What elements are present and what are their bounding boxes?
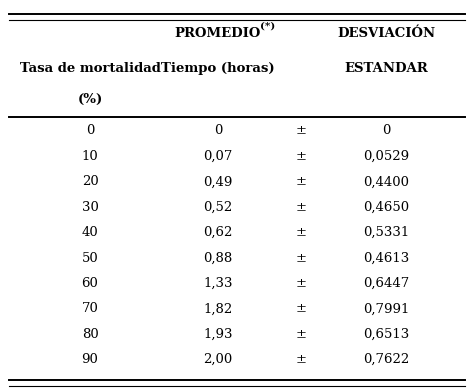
Text: 1,33: 1,33 [203, 277, 233, 290]
Text: ±: ± [295, 226, 307, 239]
Text: 0,07: 0,07 [203, 150, 233, 163]
Text: ±: ± [295, 175, 307, 188]
Text: 0,4400: 0,4400 [363, 175, 410, 188]
Text: (%): (%) [77, 93, 103, 106]
Text: 40: 40 [82, 226, 99, 239]
Text: ±: ± [295, 353, 307, 366]
Text: 0,49: 0,49 [203, 175, 233, 188]
Text: 0,7622: 0,7622 [363, 353, 410, 366]
Text: 0,52: 0,52 [203, 201, 233, 214]
Text: 0,4650: 0,4650 [363, 201, 410, 214]
Text: Tiempo (horas): Tiempo (horas) [161, 62, 275, 75]
Text: Tasa de mortalidad: Tasa de mortalidad [19, 62, 161, 75]
Text: 50: 50 [82, 251, 99, 265]
Text: ±: ± [295, 150, 307, 163]
Text: 30: 30 [82, 201, 99, 214]
Text: 90: 90 [82, 353, 99, 366]
Text: (*): (*) [260, 22, 275, 31]
Text: 0,4613: 0,4613 [363, 251, 410, 265]
Text: 80: 80 [82, 328, 99, 341]
Text: ±: ± [295, 302, 307, 316]
Text: 1,93: 1,93 [203, 328, 233, 341]
Text: 0,5331: 0,5331 [363, 226, 410, 239]
Text: 0,88: 0,88 [203, 251, 233, 265]
Text: 60: 60 [82, 277, 99, 290]
Text: ESTANDAR: ESTANDAR [345, 62, 428, 75]
Text: 0,7991: 0,7991 [363, 302, 410, 316]
Text: ±: ± [295, 201, 307, 214]
Text: 0: 0 [214, 124, 222, 138]
Text: 0: 0 [382, 124, 391, 138]
Text: 0,6513: 0,6513 [363, 328, 410, 341]
Text: 10: 10 [82, 150, 99, 163]
Text: ±: ± [295, 328, 307, 341]
Text: 0,6447: 0,6447 [363, 277, 410, 290]
Text: ±: ± [295, 277, 307, 290]
Text: 20: 20 [82, 175, 99, 188]
Text: ±: ± [295, 124, 307, 138]
Text: 0: 0 [86, 124, 94, 138]
Text: DESVIACIÓN: DESVIACIÓN [337, 27, 436, 40]
Text: 1,82: 1,82 [203, 302, 233, 316]
Text: 2,00: 2,00 [203, 353, 233, 366]
Text: PROMEDIO: PROMEDIO [175, 27, 261, 40]
Text: 0,62: 0,62 [203, 226, 233, 239]
Text: ±: ± [295, 251, 307, 265]
Text: 70: 70 [82, 302, 99, 316]
Text: 0,0529: 0,0529 [363, 150, 410, 163]
